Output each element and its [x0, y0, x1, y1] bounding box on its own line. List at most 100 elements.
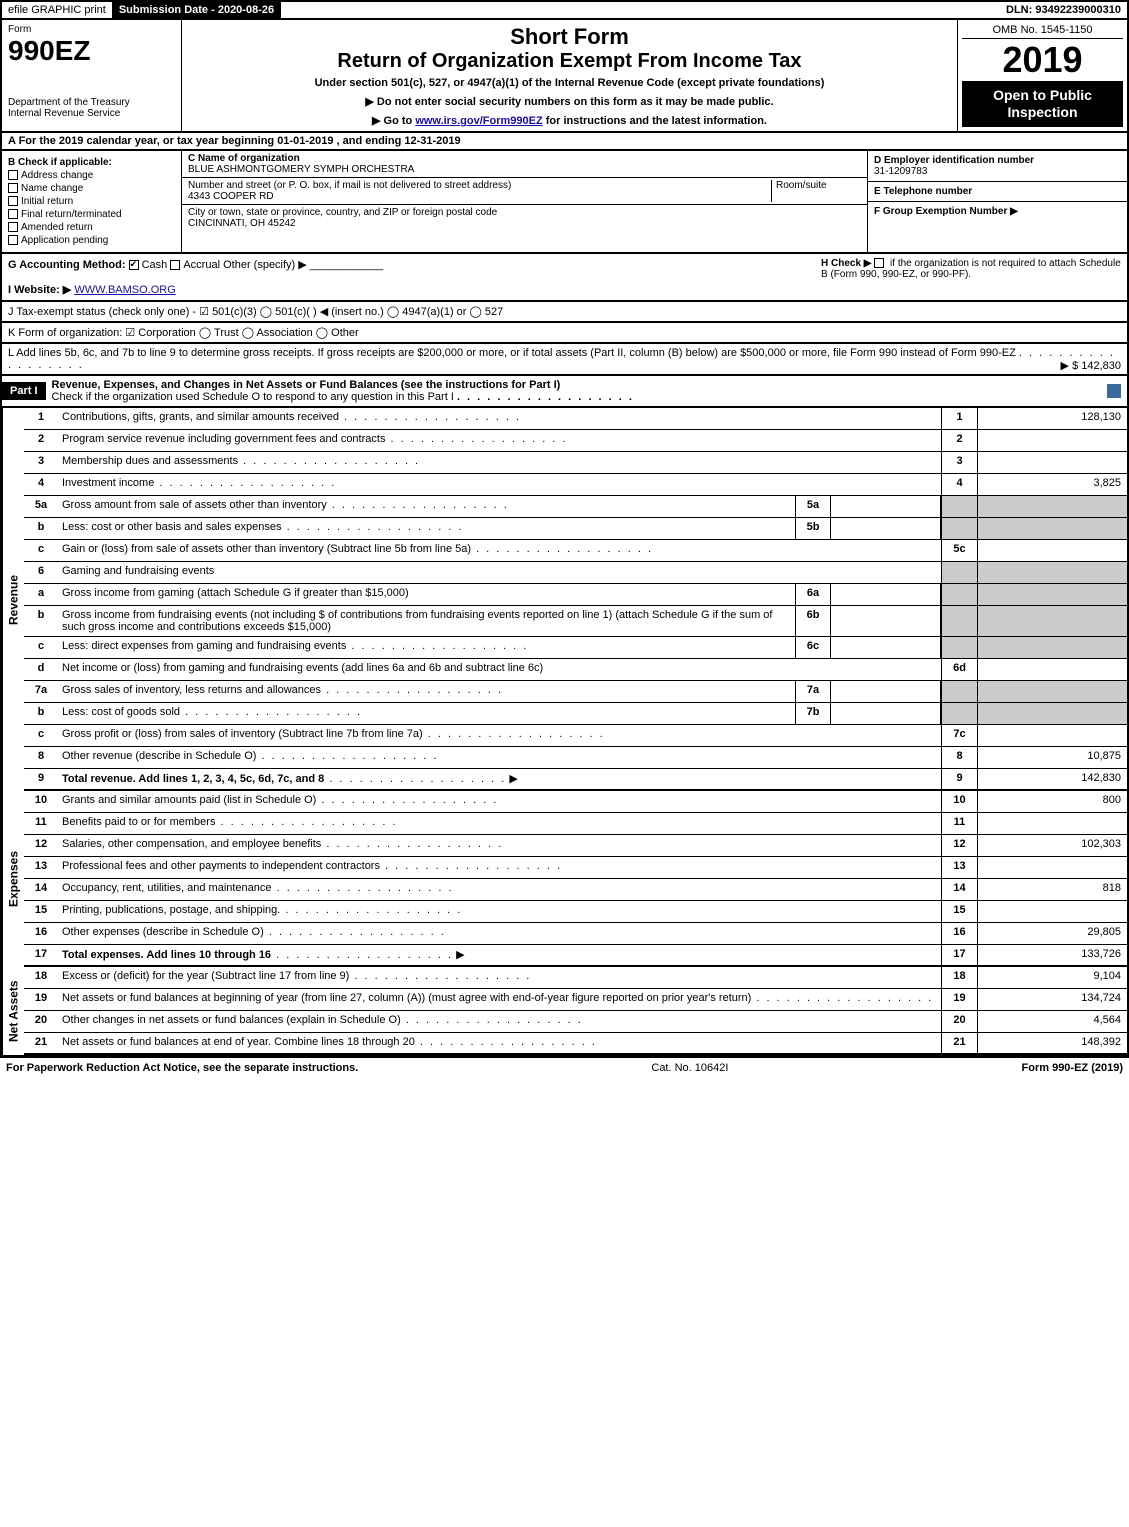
org-name: BLUE ASHMONTGOMERY SYMPH ORCHESTRA	[188, 164, 414, 175]
check-address-change[interactable]	[8, 170, 18, 180]
expenses-side-label: Expenses	[2, 791, 24, 967]
line-18-val: 9,104	[977, 967, 1127, 988]
line-5b-desc: Less: cost or other basis and sales expe…	[62, 521, 282, 533]
net-assets-section: Net Assets 18Excess or (deficit) for the…	[0, 967, 1129, 1057]
part1-title: Revenue, Expenses, and Changes in Net As…	[52, 379, 561, 391]
line-12-desc: Salaries, other compensation, and employ…	[62, 838, 321, 850]
form-header: Form 990EZ Department of the Treasury In…	[0, 20, 1129, 133]
room-suite-label: Room/suite	[771, 180, 861, 202]
line-6d-val	[977, 659, 1127, 680]
line-5c-val	[977, 540, 1127, 561]
ein-value: 31-1209783	[874, 166, 927, 177]
check-name-change[interactable]	[8, 183, 18, 193]
line-12-val: 102,303	[977, 835, 1127, 856]
part1-label: Part I	[2, 382, 46, 400]
row-k: K Form of organization: ☑ Corporation ◯ …	[0, 323, 1129, 344]
row-l: L Add lines 5b, 6c, and 7b to line 9 to …	[0, 344, 1129, 376]
line-4-desc: Investment income	[62, 477, 154, 489]
line-6-desc: Gaming and fundraising events	[58, 562, 941, 583]
omb-number: OMB No. 1545-1150	[962, 24, 1123, 39]
irs-link[interactable]: www.irs.gov/Form990EZ	[415, 115, 542, 127]
line-3-val	[977, 452, 1127, 473]
box-def: D Employer identification number 31-1209…	[867, 151, 1127, 252]
line-16-val: 29,805	[977, 923, 1127, 944]
line-21-desc: Net assets or fund balances at end of ye…	[62, 1036, 415, 1048]
check-initial-return[interactable]	[8, 196, 18, 206]
line-9-desc: Total revenue. Add lines 1, 2, 3, 4, 5c,…	[62, 773, 324, 785]
box-f-label: F Group Exemption Number ▶	[874, 206, 1018, 217]
under-section: Under section 501(c), 527, or 4947(a)(1)…	[190, 77, 949, 89]
website-link[interactable]: WWW.BAMSO.ORG	[74, 284, 175, 296]
revenue-side-label: Revenue	[2, 408, 24, 791]
line-19-val: 134,724	[977, 989, 1127, 1010]
line-1-val: 128,130	[977, 408, 1127, 429]
check-final-return[interactable]	[8, 209, 18, 219]
check-accrual[interactable]	[170, 260, 180, 270]
section-a-tax-year: A For the 2019 calendar year, or tax yea…	[0, 133, 1129, 151]
city-label: City or town, state or province, country…	[188, 207, 497, 218]
line-7b-desc: Less: cost of goods sold	[62, 706, 180, 718]
form-number: 990EZ	[8, 35, 175, 67]
netassets-side-label: Net Assets	[2, 967, 24, 1055]
line-18-desc: Excess or (deficit) for the year (Subtra…	[62, 970, 349, 982]
line-14-val: 818	[977, 879, 1127, 900]
line-6d-desc: Net income or (loss) from gaming and fun…	[62, 662, 543, 674]
line-19-desc: Net assets or fund balances at beginning…	[62, 992, 751, 1004]
line-10-desc: Grants and similar amounts paid (list in…	[62, 794, 316, 806]
revenue-section: Revenue 1Contributions, gifts, grants, a…	[0, 408, 1129, 791]
check-application-pending[interactable]	[8, 235, 18, 245]
h-label: H Check ▶	[821, 258, 871, 269]
line-21-val: 148,392	[977, 1033, 1127, 1053]
line-2-desc: Program service revenue including govern…	[62, 433, 385, 445]
accounting-label: G Accounting Method:	[8, 259, 126, 271]
submission-date-button[interactable]: Submission Date - 2020-08-26	[113, 2, 281, 18]
line-8-val: 10,875	[977, 747, 1127, 768]
paperwork-notice: For Paperwork Reduction Act Notice, see …	[6, 1062, 358, 1074]
check-h[interactable]	[874, 258, 884, 268]
gross-receipts-value: ▶ $ 142,830	[1061, 359, 1121, 372]
line-13-val	[977, 857, 1127, 878]
dept-irs: Internal Revenue Service	[8, 108, 175, 119]
line-1-desc: Contributions, gifts, grants, and simila…	[62, 411, 339, 423]
website-label: I Website: ▶	[8, 284, 71, 296]
expenses-section: Expenses 10Grants and similar amounts pa…	[0, 791, 1129, 967]
line-16-desc: Other expenses (describe in Schedule O)	[62, 926, 264, 938]
row-j: J Tax-exempt status (check only one) - ☑…	[0, 302, 1129, 323]
line-7c-val	[977, 725, 1127, 746]
line-13-desc: Professional fees and other payments to …	[62, 860, 380, 872]
box-b: B Check if applicable: Address change Na…	[2, 151, 182, 252]
form-label: Form	[8, 24, 175, 35]
row-g: G Accounting Method: Cash Accrual Other …	[0, 254, 1129, 302]
box-d-label: D Employer identification number	[874, 155, 1034, 166]
box-b-label: B Check if applicable:	[8, 157, 175, 168]
line-5c-desc: Gain or (loss) from sale of assets other…	[62, 543, 471, 555]
line-15-val	[977, 901, 1127, 922]
street-value: 4343 COOPER RD	[188, 191, 274, 202]
efile-print[interactable]: efile GRAPHIC print	[2, 2, 113, 18]
box-c: C Name of organization BLUE ASHMONTGOMER…	[182, 151, 867, 252]
dln-label: DLN: 93492239000310	[1000, 2, 1127, 18]
line-15-desc: Printing, publications, postage, and shi…	[62, 904, 280, 916]
line-10-val: 800	[977, 791, 1127, 812]
cat-number: Cat. No. 10642I	[358, 1062, 1021, 1074]
line-17-val: 133,726	[977, 945, 1127, 965]
part1-schedule-o-check[interactable]	[1107, 384, 1121, 398]
ssn-note: ▶ Do not enter social security numbers o…	[190, 95, 949, 108]
tax-year: 2019	[962, 39, 1123, 81]
page-footer: For Paperwork Reduction Act Notice, see …	[0, 1057, 1129, 1078]
line-6a-desc: Gross income from gaming (attach Schedul…	[62, 587, 409, 599]
form-ref: Form 990-EZ (2019)	[1022, 1062, 1123, 1074]
short-form-title: Short Form	[190, 24, 949, 50]
city-value: CINCINNATI, OH 45242	[188, 218, 296, 229]
box-e-label: E Telephone number	[874, 186, 972, 197]
check-amended-return[interactable]	[8, 222, 18, 232]
inspection-box: Open to Public Inspection	[962, 81, 1123, 127]
street-label: Number and street (or P. O. box, if mail…	[188, 180, 511, 191]
line-4-val: 3,825	[977, 474, 1127, 495]
line-20-desc: Other changes in net assets or fund bala…	[62, 1014, 401, 1026]
line-14-desc: Occupancy, rent, utilities, and maintena…	[62, 882, 272, 894]
org-info-grid: B Check if applicable: Address change Na…	[0, 151, 1129, 254]
line-5a-desc: Gross amount from sale of assets other t…	[62, 499, 327, 511]
line-9-val: 142,830	[977, 769, 1127, 789]
check-cash[interactable]	[129, 260, 139, 270]
